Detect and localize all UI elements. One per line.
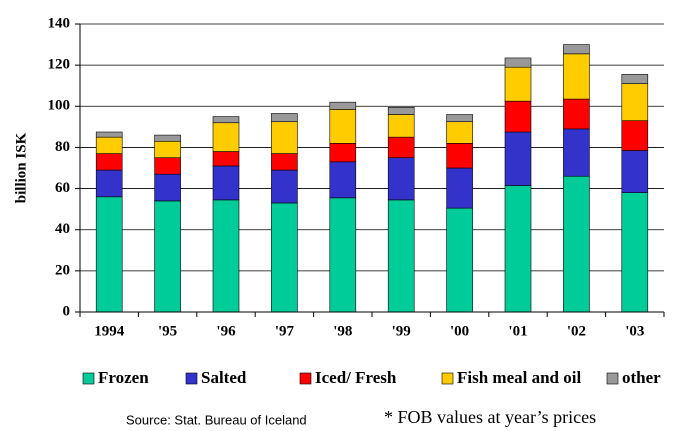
- bar-segment: [154, 173, 181, 202]
- y-tick-label: 120: [48, 57, 71, 73]
- bar-segment: [329, 109, 357, 144]
- bar-segment: [504, 66, 532, 102]
- bar-segment: [271, 202, 298, 313]
- bar-segment: [446, 121, 473, 144]
- bar-segment: [387, 114, 415, 138]
- bar-segment: [271, 153, 298, 171]
- bar-segment: [329, 197, 357, 313]
- bar-segment: [212, 122, 240, 152]
- bar-segment: [387, 157, 415, 201]
- x-tick-label: 1994: [94, 323, 125, 339]
- bar-segment: [329, 101, 357, 110]
- legend-label: Salted: [201, 368, 247, 387]
- bar-segment: [446, 167, 473, 209]
- bar-segment: [621, 192, 649, 313]
- bar-segment: [212, 151, 240, 167]
- bar-segment: [387, 136, 415, 159]
- legend-label: Frozen: [98, 368, 149, 387]
- note: * FOB values at year’s prices: [384, 407, 596, 427]
- bar-segment: [154, 134, 181, 142]
- source: Source: Stat. Bureau of Iceland: [126, 412, 307, 427]
- bar-segment: [212, 199, 240, 313]
- x-tick-label: '96: [216, 323, 236, 339]
- bar-segment: [504, 131, 532, 186]
- legend-swatch: [441, 372, 454, 385]
- bar-segment: [95, 153, 123, 171]
- legend-swatch: [299, 372, 312, 385]
- bar-segment: [621, 74, 649, 84]
- legend-label: Fish meal and oil: [457, 368, 581, 387]
- bar-segment: [387, 107, 415, 115]
- legend-label: Iced/ Fresh: [315, 368, 397, 387]
- legend-swatch: [606, 372, 619, 385]
- y-tick-label: 100: [48, 98, 71, 114]
- bar-segment: [154, 157, 181, 175]
- bar-segment: [329, 161, 357, 199]
- bar-segment: [212, 165, 240, 201]
- bar-segment: [329, 143, 357, 163]
- y-tick-label: 0: [63, 303, 71, 319]
- x-tick-label: '03: [625, 323, 644, 339]
- bar-segment: [446, 143, 473, 169]
- bar-segment: [95, 169, 123, 198]
- x-tick-label: '97: [275, 323, 295, 339]
- x-tick-label: '98: [333, 323, 352, 339]
- x-tick-label: '01: [508, 323, 527, 339]
- bar-segment: [621, 150, 649, 193]
- x-tick-label: '99: [392, 323, 411, 339]
- bar-segment: [154, 140, 181, 159]
- x-tick-label: '02: [567, 323, 586, 339]
- bar-segment: [563, 44, 590, 55]
- bar-segment: [95, 131, 123, 138]
- bar-segment: [95, 136, 123, 154]
- y-tick-label: 140: [48, 15, 71, 31]
- y-tick-label: 60: [55, 180, 70, 196]
- bar-segment: [271, 169, 298, 204]
- x-tick-label: '00: [450, 323, 469, 339]
- legend-swatch: [185, 372, 198, 385]
- y-tick-label: 40: [55, 221, 70, 237]
- bar-segment: [504, 185, 532, 313]
- x-tick-label: '95: [158, 323, 177, 339]
- bar-segment: [504, 100, 532, 133]
- bar-segment: [271, 113, 298, 123]
- y-axis-label: billion ISK: [13, 132, 29, 203]
- legend-label: other: [622, 368, 661, 387]
- bar-segment: [271, 121, 298, 154]
- legend-swatch: [82, 372, 95, 385]
- bar-segment: [446, 114, 473, 123]
- bar-segment: [212, 116, 240, 124]
- bar-segment: [563, 53, 590, 100]
- bar-segment: [563, 175, 590, 313]
- bar-segment: [563, 98, 590, 130]
- bar-segment: [154, 200, 181, 313]
- bar-segment: [563, 128, 590, 177]
- y-tick-label: 80: [55, 139, 70, 155]
- bar-segment: [504, 57, 532, 68]
- bar-segment: [387, 199, 415, 313]
- bar-segment: [446, 207, 473, 313]
- bar-segment: [621, 83, 649, 121]
- bar-segment: [621, 120, 649, 151]
- y-tick-label: 20: [55, 262, 70, 278]
- bar-segment: [95, 196, 123, 313]
